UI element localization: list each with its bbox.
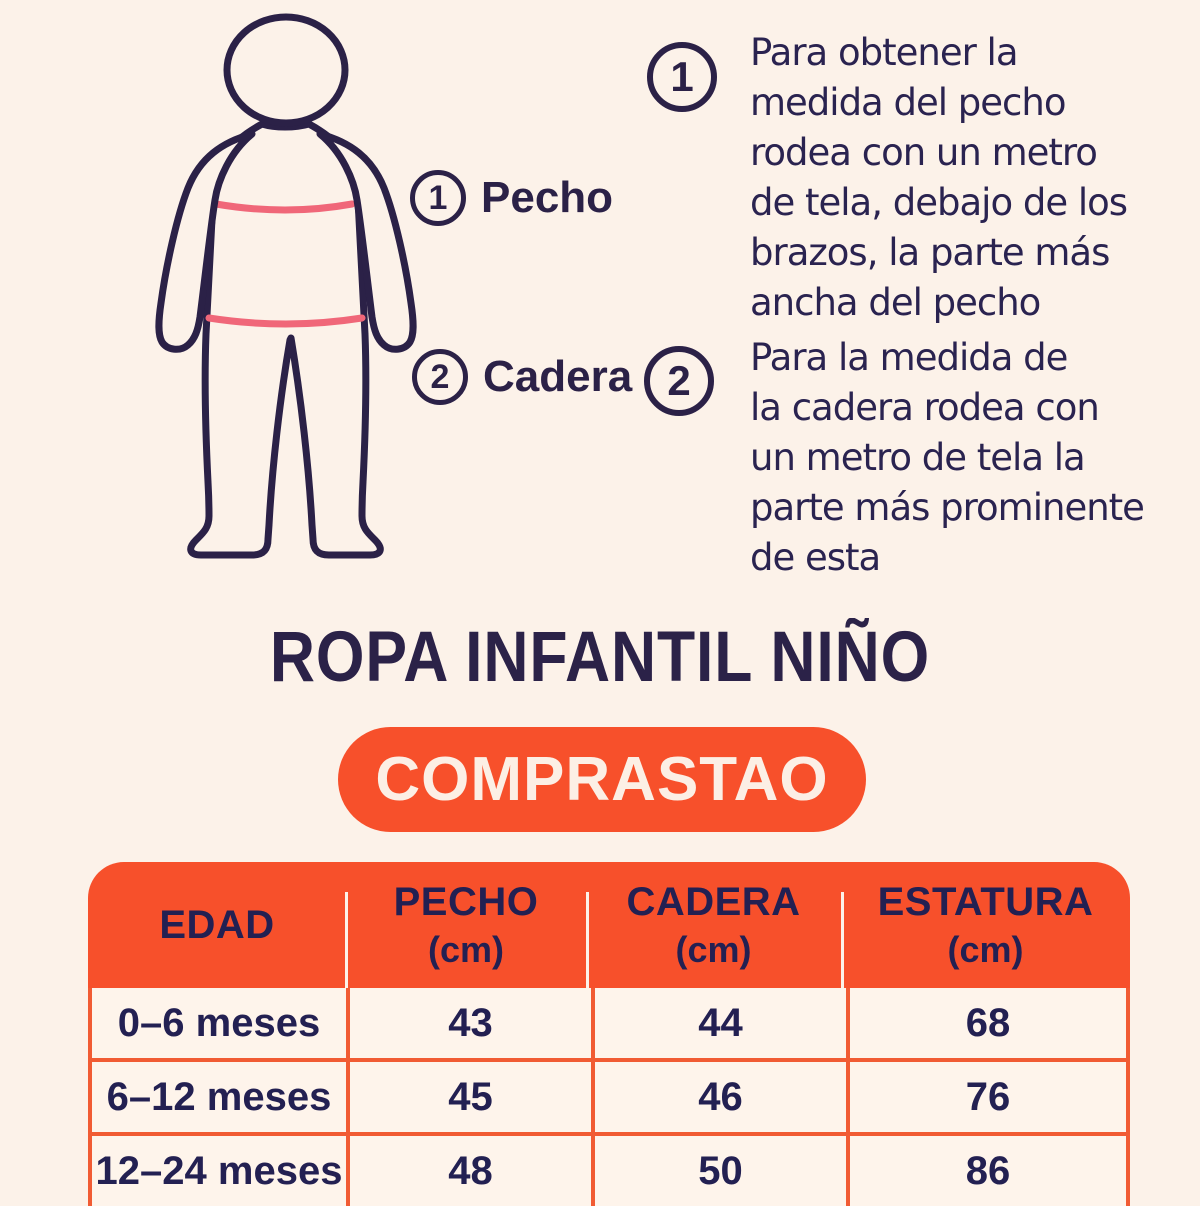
header-cell-pecho: PECHO (cm) bbox=[346, 862, 586, 988]
cell-cadera: 50 bbox=[591, 1136, 846, 1206]
hip-measure-line bbox=[205, 314, 366, 328]
cell-age: 0–6 meses bbox=[117, 1000, 321, 1045]
header-cell-edad: EDAD bbox=[88, 862, 346, 988]
header-estatura-unit: (cm) bbox=[947, 928, 1024, 970]
header-cell-cadera: CADERA (cm) bbox=[586, 862, 841, 988]
cell-age: 6–12 meses bbox=[106, 1074, 332, 1119]
step-2-text: Para la medida de la cadera rodea con un… bbox=[750, 336, 1145, 579]
header-divider bbox=[586, 892, 589, 988]
size-table-body: 0–6 meses 43 44 68 6–12 meses 45 46 76 1… bbox=[88, 988, 1130, 1206]
table-row: 0–6 meses 43 44 68 bbox=[92, 988, 1126, 1058]
right-arm-outline bbox=[316, 130, 417, 353]
table-row: 6–12 meses 45 46 76 bbox=[92, 1058, 1126, 1132]
head-outline bbox=[223, 13, 349, 127]
cell-estatura: 76 bbox=[846, 1062, 1126, 1132]
cell-age: 12–24 meses bbox=[95, 1148, 343, 1193]
cell-pecho: 43 bbox=[346, 988, 591, 1058]
header-estatura-label: ESTATURA bbox=[877, 879, 1094, 924]
page-title: ROPA INFANTIL NIÑO bbox=[269, 617, 931, 697]
cell-cadera: 44 bbox=[591, 988, 846, 1058]
number-1-circle-icon: 1 bbox=[410, 170, 466, 226]
step-1-text: Para obtener la medida del pecho rodea c… bbox=[750, 31, 1128, 324]
toddler-body-diagram bbox=[155, 13, 417, 559]
body-outline bbox=[187, 120, 384, 559]
hip-callout: 2 Cadera bbox=[412, 349, 632, 405]
chest-callout-label: Pecho bbox=[481, 173, 614, 222]
header-pecho-unit: (cm) bbox=[427, 928, 504, 970]
brand-badge-label: COMPRASTAO bbox=[375, 745, 829, 814]
header-divider bbox=[841, 892, 844, 988]
number-2-circle-icon: 2 bbox=[412, 349, 468, 405]
size-table-header: EDAD PECHO (cm) CADERA (cm) ESTATURA (cm… bbox=[88, 862, 1130, 988]
size-table: EDAD PECHO (cm) CADERA (cm) ESTATURA (cm… bbox=[88, 862, 1130, 1206]
header-pecho-label: PECHO bbox=[393, 879, 539, 924]
step-2-number-icon: 2 bbox=[644, 346, 714, 416]
header-cadera-label: CADERA bbox=[626, 879, 801, 924]
cell-estatura: 86 bbox=[846, 1136, 1126, 1206]
table-row: 12–24 meses 48 50 86 bbox=[92, 1132, 1126, 1206]
cell-pecho: 45 bbox=[346, 1062, 591, 1132]
step-1-number-icon: 1 bbox=[647, 42, 717, 112]
hip-callout-label: Cadera bbox=[483, 352, 633, 401]
header-edad-label: EDAD bbox=[159, 902, 275, 947]
header-cell-estatura: ESTATURA (cm) bbox=[841, 862, 1130, 988]
brand-badge: COMPRASTAO bbox=[338, 727, 866, 832]
header-divider bbox=[345, 892, 348, 988]
cell-estatura: 68 bbox=[846, 988, 1126, 1058]
cell-cadera: 46 bbox=[591, 1062, 846, 1132]
header-cadera-unit: (cm) bbox=[675, 928, 752, 970]
chest-measure-line bbox=[212, 200, 356, 214]
cell-pecho: 48 bbox=[346, 1136, 591, 1206]
left-arm-outline bbox=[155, 130, 256, 353]
chest-callout: 1 Pecho bbox=[410, 170, 613, 226]
